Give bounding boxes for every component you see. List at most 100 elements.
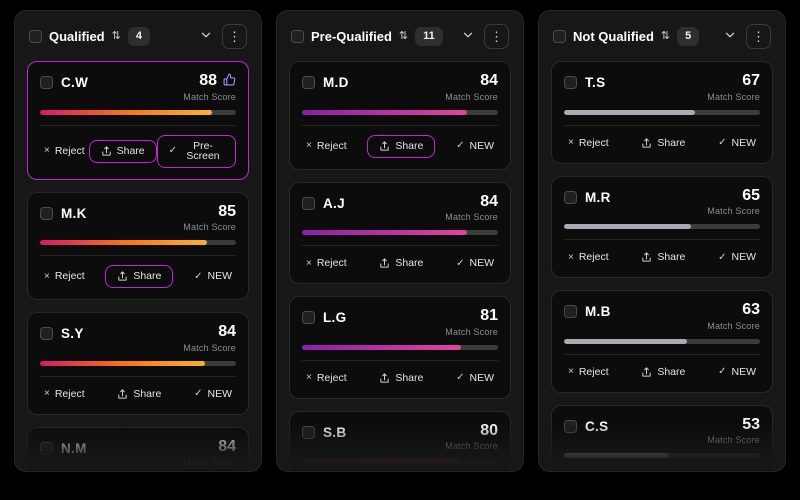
- action-new-button[interactable]: ✓ NEW: [452, 255, 498, 272]
- action-share-button[interactable]: Share: [637, 364, 689, 381]
- share-icon: [641, 138, 652, 149]
- match-score-bar-fill: [302, 459, 459, 465]
- column-collapse-button[interactable]: [197, 26, 215, 47]
- action-reject-button[interactable]: × Reject: [40, 143, 89, 160]
- action-reject-button[interactable]: × Reject: [40, 268, 89, 285]
- action-label: Reject: [54, 270, 85, 283]
- card-select-checkbox[interactable]: [302, 311, 315, 325]
- action-share-button[interactable]: Share: [105, 265, 174, 289]
- candidate-card[interactable]: L.G 81 Match Score × Reject Share ✓ NEW: [289, 296, 511, 399]
- candidate-card[interactable]: A.J 84 Match Score × Reject Share ✓ NEW: [289, 181, 511, 285]
- column-menu-button[interactable]: ⋮: [222, 24, 247, 49]
- action-reject-button[interactable]: × Reject: [302, 370, 351, 387]
- action-share-button[interactable]: Share: [637, 135, 689, 152]
- column-collapse-button[interactable]: [721, 26, 739, 47]
- action-reject-button[interactable]: × Reject: [302, 255, 351, 272]
- score-row: 63: [707, 301, 760, 319]
- action-share-button[interactable]: Share: [367, 134, 436, 158]
- match-score-bar-fill: [564, 109, 696, 115]
- match-score-value: 84: [218, 323, 236, 341]
- candidate-card[interactable]: M.K 85 Match Score × Reject Share ✓ NEW: [27, 191, 249, 301]
- candidate-card[interactable]: M.D 84 Match Score × Reject Share ✓ NEW: [289, 61, 511, 170]
- card-select-checkbox[interactable]: [564, 190, 577, 204]
- candidate-card[interactable]: S.Y 84 Match Score × Reject Share ✓ NEW: [27, 312, 249, 415]
- action-new-button[interactable]: ✓ NEW: [190, 268, 236, 285]
- match-score-label: Match Score: [445, 91, 498, 102]
- card-top-row: L.G 81 Match Score: [302, 307, 498, 337]
- action-share-button[interactable]: Share: [375, 255, 427, 272]
- card-select-checkbox[interactable]: [302, 196, 315, 210]
- score-row: 53: [707, 416, 760, 434]
- action-share-button[interactable]: Share: [375, 370, 427, 387]
- action-reject-button[interactable]: × Reject: [302, 138, 351, 155]
- candidate-initials: C.W: [61, 75, 89, 90]
- match-score-label: Match Score: [707, 91, 760, 102]
- score-row: 84: [445, 193, 498, 211]
- action-label: Reject: [54, 144, 85, 157]
- x-icon: ×: [568, 366, 574, 378]
- column-select-checkbox[interactable]: [29, 30, 42, 43]
- card-top-row: M.R 65 Match Score: [564, 187, 760, 216]
- thumbs-up-icon: [223, 73, 236, 86]
- column-notqualified: Not Qualified ⇅ 5 ⋮ T.S 67 Match Score × Reject S…: [538, 10, 786, 472]
- column-select-checkbox[interactable]: [291, 30, 304, 43]
- candidate-card[interactable]: M.B 63 Match Score × Reject Share ✓ NEW: [551, 290, 773, 393]
- candidate-card[interactable]: M.R 65 Match Score × Reject Share ✓ NEW: [551, 175, 773, 279]
- match-score-bar: [40, 360, 236, 366]
- action-new-button[interactable]: ✓ NEW: [714, 364, 760, 381]
- card-select-checkbox[interactable]: [40, 206, 53, 220]
- action-label: Share: [657, 366, 686, 379]
- column-menu-button[interactable]: ⋮: [746, 24, 771, 49]
- column-collapse-button[interactable]: [459, 26, 477, 47]
- action-reject-button[interactable]: × Reject: [40, 386, 89, 403]
- action-new-button[interactable]: ✓ NEW: [714, 249, 760, 266]
- action-reject-button[interactable]: × Reject: [564, 364, 613, 381]
- pipeline-board: Qualified ⇅ 4 ⋮ C.W 88 Match Score × Reject Share…: [14, 10, 786, 472]
- action-new-button[interactable]: ✓ NEW: [714, 135, 760, 152]
- action-new-button[interactable]: ✓ NEW: [190, 386, 236, 403]
- candidate-card[interactable]: T.S 67 Match Score × Reject Share ✓ NEW: [551, 61, 773, 164]
- action-share-button[interactable]: Share: [88, 139, 157, 163]
- score-block: 84 Match Score: [445, 193, 498, 223]
- score-row: 84: [183, 323, 236, 341]
- card-select-checkbox[interactable]: [564, 419, 577, 433]
- match-score-bar-fill: [40, 360, 205, 366]
- action-pre-screen-button[interactable]: ✓ Pre-Screen: [156, 134, 236, 168]
- action-reject-button[interactable]: × Reject: [564, 249, 613, 266]
- card-select-checkbox[interactable]: [40, 327, 53, 341]
- action-label: Reject: [578, 251, 609, 264]
- sort-icon[interactable]: ⇅: [111, 30, 121, 42]
- candidate-initials: T.S: [585, 75, 606, 90]
- column-header: Not Qualified ⇅ 5 ⋮: [551, 21, 773, 61]
- candidate-card[interactable]: C.W 88 Match Score × Reject Share ✓ Pre-Screen: [27, 61, 249, 180]
- sort-icon[interactable]: ⇅: [398, 30, 409, 42]
- match-score-value: 84: [218, 437, 236, 455]
- action-label: NEW: [731, 251, 757, 264]
- sort-icon[interactable]: ⇅: [660, 30, 671, 42]
- action-label: NEW: [731, 136, 757, 149]
- column-select-checkbox[interactable]: [553, 30, 566, 43]
- action-new-button[interactable]: ✓ NEW: [452, 138, 498, 155]
- card-select-checkbox[interactable]: [302, 425, 315, 439]
- score-block: 67 Match Score: [707, 72, 760, 102]
- card-select-checkbox[interactable]: [564, 305, 577, 319]
- action-share-button[interactable]: Share: [637, 249, 689, 266]
- check-icon: ✓: [718, 251, 727, 263]
- card-select-checkbox[interactable]: [302, 76, 315, 89]
- action-share-button[interactable]: Share: [113, 386, 165, 403]
- action-new-button[interactable]: ✓ NEW: [452, 370, 498, 387]
- column-menu-button[interactable]: ⋮: [484, 24, 509, 49]
- action-reject-button[interactable]: × Reject: [564, 135, 613, 152]
- card-select-checkbox[interactable]: [40, 441, 53, 455]
- card-select-checkbox[interactable]: [564, 76, 577, 89]
- card-actions: × Reject Share ✓ NEW: [564, 239, 760, 266]
- match-score-label: Match Score: [183, 222, 236, 233]
- candidate-initials: M.D: [323, 75, 349, 90]
- score-block: 85 Match Score: [183, 203, 236, 233]
- score-block: 63 Match Score: [707, 301, 760, 331]
- card-select-checkbox[interactable]: [40, 76, 53, 89]
- score-block: 88 Match Score: [183, 72, 236, 102]
